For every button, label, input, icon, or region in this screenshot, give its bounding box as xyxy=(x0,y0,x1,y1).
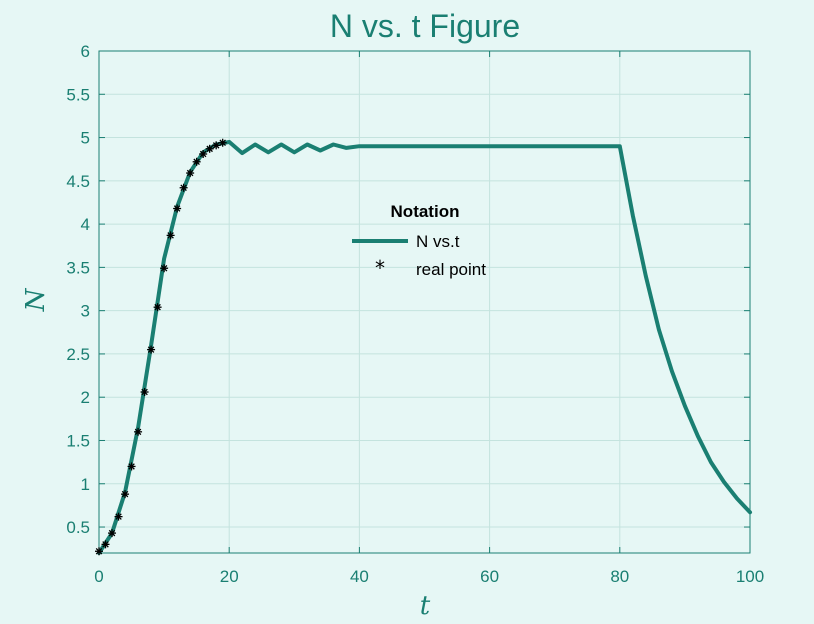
real-point-marker xyxy=(114,512,123,521)
y-tick-label: 2.5 xyxy=(66,345,90,364)
real-point-marker xyxy=(179,183,188,192)
y-tick-label: 3.5 xyxy=(66,258,90,277)
plot-area: 0 20 40 60 80 100 0.5 1 1.5 2 2.5 3 3.5 4 4.5 5 5.5 6 xyxy=(66,42,764,586)
real-point-marker xyxy=(153,303,162,312)
y-tick-label: 5.5 xyxy=(66,85,90,104)
x-tick-label: 80 xyxy=(610,567,629,586)
real-point-marker xyxy=(192,157,201,166)
real-point-marker xyxy=(134,427,143,436)
y-tick-label: 1 xyxy=(81,475,90,494)
y-tick-label: 5 xyxy=(81,129,90,148)
legend-title: Notation xyxy=(391,202,460,221)
series-line-n-vs-t xyxy=(97,139,752,555)
chart-title: N vs. t Figure xyxy=(330,8,520,44)
x-tick-label: 100 xyxy=(736,567,764,586)
plot-background xyxy=(99,51,750,553)
x-tick-label: 20 xyxy=(220,567,239,586)
legend-entry-points: real point xyxy=(416,260,486,279)
y-tick-label: 2 xyxy=(81,388,90,407)
real-point-marker xyxy=(205,144,214,153)
real-point-marker xyxy=(121,490,130,499)
legend-star-swatch: * xyxy=(375,256,385,280)
real-point-marker xyxy=(218,138,227,147)
real-point-marker xyxy=(147,345,156,354)
real-point-marker xyxy=(173,204,182,213)
x-axis-label: t xyxy=(420,591,431,621)
y-axis-label: N xyxy=(21,287,51,312)
real-point-marker xyxy=(95,547,103,556)
real-point-marker xyxy=(166,231,175,240)
real-point-marker xyxy=(108,529,117,538)
real-point-marker xyxy=(160,264,169,273)
real-point-marker xyxy=(186,169,195,178)
y-tick-label: 3 xyxy=(81,302,90,321)
y-tick-label: 1.5 xyxy=(66,431,90,450)
y-tick-label: 4 xyxy=(81,215,90,234)
x-tick-label: 60 xyxy=(480,567,499,586)
real-point-marker xyxy=(199,149,208,158)
real-point-marker xyxy=(140,388,149,397)
y-tick-label: 4.5 xyxy=(66,172,90,191)
real-point-marker xyxy=(101,540,110,549)
real-point-marker xyxy=(127,462,136,471)
legend: Notation N vs.t * real point xyxy=(352,202,486,280)
real-point-marker xyxy=(212,141,221,150)
x-tick-label: 40 xyxy=(350,567,369,586)
y-tick-label: 6 xyxy=(81,42,90,61)
legend-entry-line: N vs.t xyxy=(416,232,460,251)
y-tick-label: 0.5 xyxy=(66,518,90,537)
axes-box xyxy=(98,50,751,554)
x-tick-label: 0 xyxy=(94,567,103,586)
